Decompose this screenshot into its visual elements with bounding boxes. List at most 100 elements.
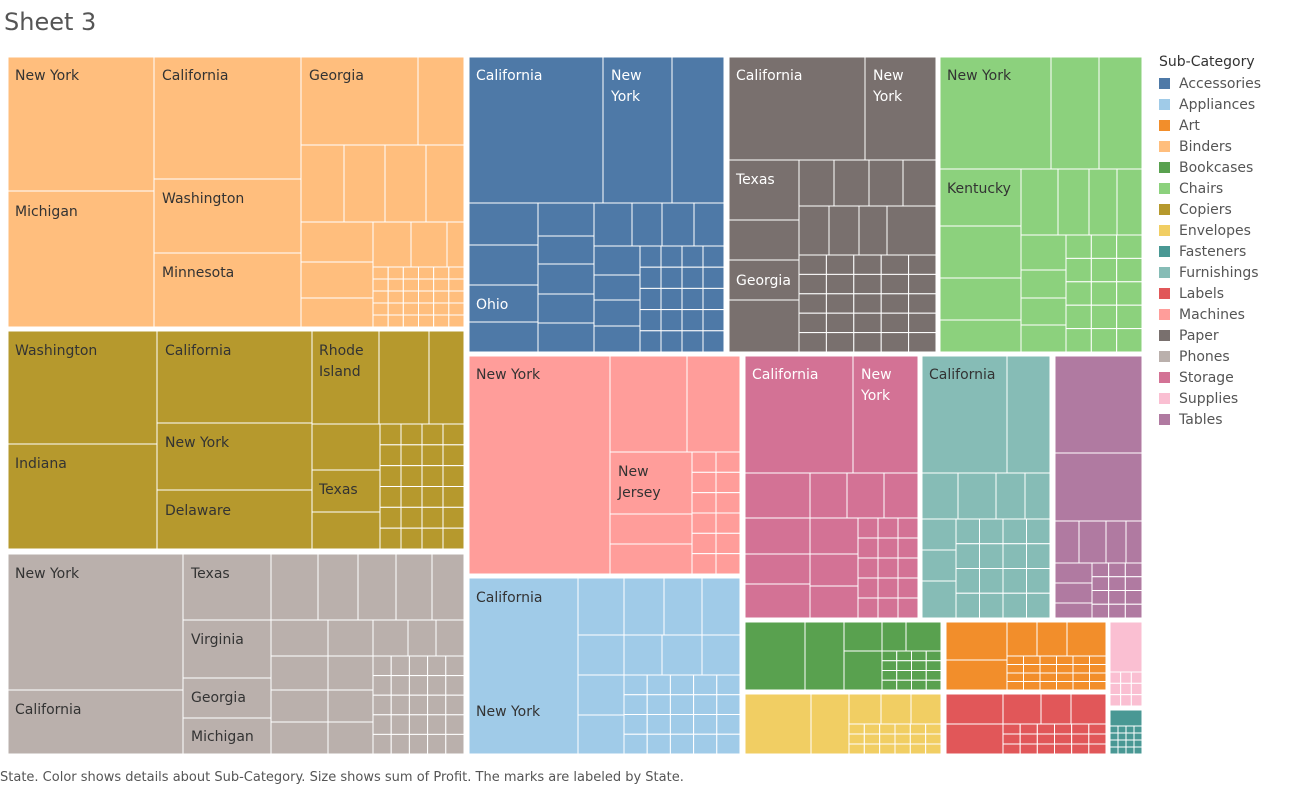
treemap-cell[interactable] <box>809 472 848 519</box>
treemap-cell[interactable] <box>1120 671 1132 684</box>
treemap-cell[interactable] <box>593 202 633 247</box>
treemap-cell[interactable] <box>1026 518 1051 545</box>
treemap-cell[interactable] <box>744 553 811 585</box>
treemap-cell[interactable] <box>925 670 942 681</box>
treemap-cell[interactable] <box>537 202 595 237</box>
treemap-cell[interactable] <box>448 290 465 304</box>
treemap-group-labels[interactable] <box>945 693 1107 755</box>
treemap-cell[interactable] <box>1116 257 1143 283</box>
treemap-cell[interactable] <box>433 302 450 316</box>
treemap-cell[interactable] <box>646 733 671 755</box>
treemap-cell[interactable] <box>896 679 912 691</box>
treemap-cell[interactable] <box>182 619 272 679</box>
legend-item-supplies[interactable]: Supplies <box>1159 388 1261 409</box>
legend-item-art[interactable]: Art <box>1159 115 1261 136</box>
treemap-cell[interactable] <box>1109 682 1122 696</box>
treemap-cell[interactable] <box>879 743 896 755</box>
treemap-cell[interactable] <box>1065 328 1092 353</box>
treemap-cell[interactable] <box>1071 733 1090 745</box>
treemap-cell[interactable] <box>957 472 997 520</box>
treemap-cell[interactable] <box>609 355 688 453</box>
treemap-cell[interactable] <box>435 619 465 657</box>
treemap-cell[interactable] <box>921 472 959 520</box>
treemap-cell[interactable] <box>660 245 683 268</box>
treemap-cell[interactable] <box>691 553 717 575</box>
treemap-cell[interactable] <box>669 694 695 715</box>
treemap-cell[interactable] <box>1109 732 1119 741</box>
treemap-cell[interactable] <box>877 597 899 619</box>
treemap-cell[interactable] <box>468 244 539 286</box>
treemap-cell[interactable] <box>1020 297 1067 326</box>
treemap-cell[interactable] <box>881 660 898 671</box>
treemap-cell[interactable] <box>1071 723 1090 735</box>
treemap-cell[interactable] <box>896 650 912 662</box>
treemap-cell[interactable] <box>1006 355 1051 474</box>
treemap-cell[interactable] <box>408 675 429 696</box>
treemap-group-chairs[interactable]: New York Kentucky <box>939 56 1143 353</box>
treemap-cell[interactable] <box>669 733 695 755</box>
treemap-cell[interactable] <box>660 309 683 332</box>
treemap-cell[interactable] <box>445 675 465 696</box>
treemap-cell[interactable] <box>1090 234 1118 259</box>
treemap-cell[interactable] <box>716 674 741 696</box>
treemap-cell[interactable] <box>945 723 1004 755</box>
treemap-cell[interactable] <box>1019 743 1038 755</box>
treemap-cell[interactable] <box>418 314 435 328</box>
treemap-cell[interactable] <box>715 512 741 534</box>
treemap-cell[interactable] <box>897 537 919 559</box>
treemap-cell[interactable] <box>1020 234 1067 271</box>
treemap-cell[interactable] <box>537 293 595 324</box>
treemap-cell[interactable] <box>372 278 389 292</box>
treemap-cell[interactable] <box>1133 725 1143 734</box>
treemap-cell[interactable] <box>661 202 695 247</box>
treemap-cell[interactable] <box>897 557 919 579</box>
treemap-cell[interactable] <box>418 290 435 304</box>
treemap-cell[interactable] <box>925 660 942 671</box>
treemap-cell[interactable] <box>1088 743 1107 755</box>
treemap-cell[interactable] <box>1056 664 1074 674</box>
treemap-cell[interactable] <box>881 650 898 662</box>
treemap-cell[interactable] <box>300 261 374 299</box>
treemap-group-furnishings[interactable]: California <box>921 355 1051 619</box>
treemap-cell[interactable] <box>1036 743 1056 755</box>
treemap-cell[interactable] <box>311 511 381 550</box>
treemap-cell[interactable] <box>442 423 465 446</box>
treemap-cell[interactable] <box>877 577 899 599</box>
treemap-cell[interactable] <box>387 290 404 304</box>
treemap-cell[interactable] <box>1117 739 1127 748</box>
treemap-cell[interactable] <box>1091 562 1110 578</box>
treemap-cell[interactable] <box>1056 655 1074 665</box>
treemap-cell[interactable] <box>1006 681 1024 691</box>
treemap-cell[interactable] <box>1054 452 1143 522</box>
treemap-cell[interactable] <box>400 465 423 487</box>
treemap-cell[interactable] <box>798 293 827 314</box>
treemap-cell[interactable] <box>979 518 1004 545</box>
legend-item-machines[interactable]: Machines <box>1159 304 1261 325</box>
treemap-cell[interactable] <box>894 743 911 755</box>
treemap-cell[interactable] <box>418 266 435 280</box>
treemap-cell[interactable] <box>1130 694 1143 707</box>
treemap-cell[interactable] <box>1054 355 1143 454</box>
treemap-cell[interactable] <box>1108 576 1126 591</box>
treemap-cell[interactable] <box>379 486 402 508</box>
treemap-cell[interactable] <box>728 299 800 353</box>
treemap-cell[interactable] <box>921 355 1008 474</box>
treemap-cell[interactable] <box>863 723 881 735</box>
treemap-cell[interactable] <box>744 472 811 519</box>
treemap-cell[interactable] <box>390 714 410 735</box>
treemap-cell[interactable] <box>390 733 410 755</box>
treemap-cell[interactable] <box>1054 723 1073 735</box>
treemap-cell[interactable] <box>156 330 313 424</box>
treemap-cell[interactable] <box>421 527 444 550</box>
treemap-cell[interactable] <box>702 287 725 311</box>
treemap-cell[interactable] <box>537 322 595 353</box>
treemap-cell[interactable] <box>848 743 865 755</box>
treemap-cell[interactable] <box>894 733 911 745</box>
treemap-cell[interactable] <box>798 332 827 353</box>
treemap-cell[interactable] <box>1088 168 1118 236</box>
treemap-cell[interactable] <box>825 254 855 275</box>
treemap-cell[interactable] <box>1065 304 1092 330</box>
treemap-cell[interactable] <box>317 553 359 621</box>
treemap-cell[interactable] <box>681 309 704 332</box>
treemap-cell[interactable] <box>427 655 447 677</box>
